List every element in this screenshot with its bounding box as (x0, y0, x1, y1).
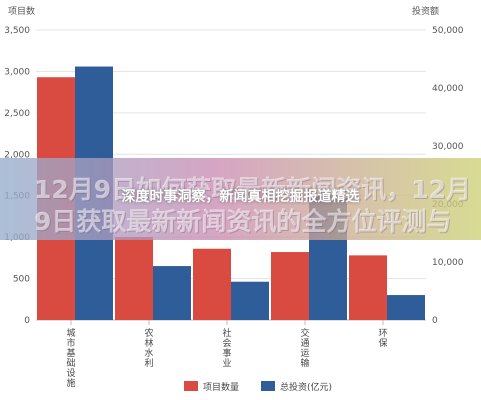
legend: 项目数量 总投资(亿元) (184, 381, 332, 393)
left-tick-label: 500 (13, 275, 30, 285)
right-axis-label: 投资额 (412, 5, 439, 17)
overlay-subtitle: 深度时事洞察，新闻真相挖掘报道精选 (121, 189, 360, 205)
right-tick-label: 50,000 (432, 26, 464, 36)
left-tick-label: 2,500 (4, 109, 30, 119)
left-tick-label: 3,000 (4, 67, 30, 77)
legend-swatch-investment (261, 381, 275, 391)
bar-projects (271, 252, 309, 320)
right-tick-label: 40,000 (432, 84, 464, 94)
category-label: 环保 (378, 328, 387, 349)
category-label: 交通运输 (300, 327, 309, 369)
legend-label-projects: 项目数量 (203, 381, 239, 393)
legend-swatch-projects (184, 381, 198, 391)
headline-banner: 12月9日如何获取最新新闻资讯，12月 9日获取最新新闻资讯的全方位评测与 (0, 158, 481, 240)
banner-headline-line-2: 9日获取最新新闻资讯的全方位评测与 (34, 207, 452, 236)
left-tick-label: 2,000 (4, 150, 30, 160)
category-labels: 城市基础设施 农林水利 社会事业 交通运输 环保 (66, 320, 388, 389)
bar-projects (193, 248, 231, 320)
category-label: 社会事业 (222, 327, 231, 369)
bar-projects (349, 255, 387, 320)
left-tick-label: 3,500 (4, 26, 30, 36)
bar-investment (231, 281, 269, 320)
banner-headline-line-1: 12月9日如何获取最新新闻资讯，12月 (34, 175, 471, 204)
category-label: 城市基础设施 (66, 328, 75, 389)
right-tick-label: 10,000 (432, 258, 464, 268)
bar-investment (153, 266, 191, 320)
bar-projects (115, 237, 153, 320)
left-tick-label: 0 (24, 316, 30, 326)
left-axis-label: 项目数 (8, 5, 35, 17)
right-tick-label: 30,000 (432, 142, 464, 152)
legend-label-investment: 总投资(亿元) (280, 381, 332, 393)
bar-investment (387, 295, 425, 320)
right-tick-label: 0 (432, 316, 438, 326)
category-label: 农林水利 (144, 327, 153, 369)
